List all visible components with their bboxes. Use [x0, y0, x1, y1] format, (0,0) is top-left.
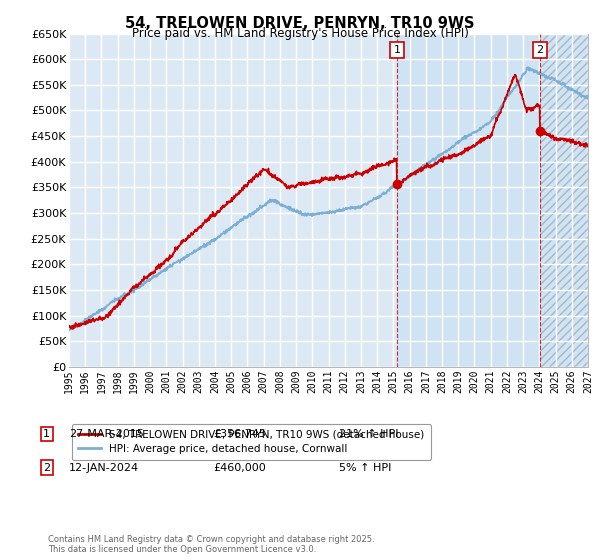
Text: 1: 1	[43, 429, 50, 439]
Text: 54, TRELOWEN DRIVE, PENRYN, TR10 9WS: 54, TRELOWEN DRIVE, PENRYN, TR10 9WS	[125, 16, 475, 31]
Text: £460,000: £460,000	[213, 463, 266, 473]
Bar	[540, 34, 588, 367]
Legend: 54, TRELOWEN DRIVE, PENRYN, TR10 9WS (detached house), HPI: Average price, detac: 54, TRELOWEN DRIVE, PENRYN, TR10 9WS (de…	[71, 424, 431, 460]
Text: 2: 2	[43, 463, 50, 473]
Bar	[397, 34, 540, 367]
Text: 27-MAR-2015: 27-MAR-2015	[69, 429, 144, 439]
Text: 2: 2	[536, 45, 544, 55]
Text: 1: 1	[394, 45, 401, 55]
Text: Price paid vs. HM Land Registry's House Price Index (HPI): Price paid vs. HM Land Registry's House …	[131, 27, 469, 40]
Text: 12-JAN-2024: 12-JAN-2024	[69, 463, 139, 473]
Text: £356,745: £356,745	[213, 429, 266, 439]
Text: 5% ↑ HPI: 5% ↑ HPI	[339, 463, 391, 473]
Bar	[540, 34, 588, 367]
Text: 21% ↑ HPI: 21% ↑ HPI	[339, 429, 398, 439]
Text: Contains HM Land Registry data © Crown copyright and database right 2025.
This d: Contains HM Land Registry data © Crown c…	[48, 535, 374, 554]
